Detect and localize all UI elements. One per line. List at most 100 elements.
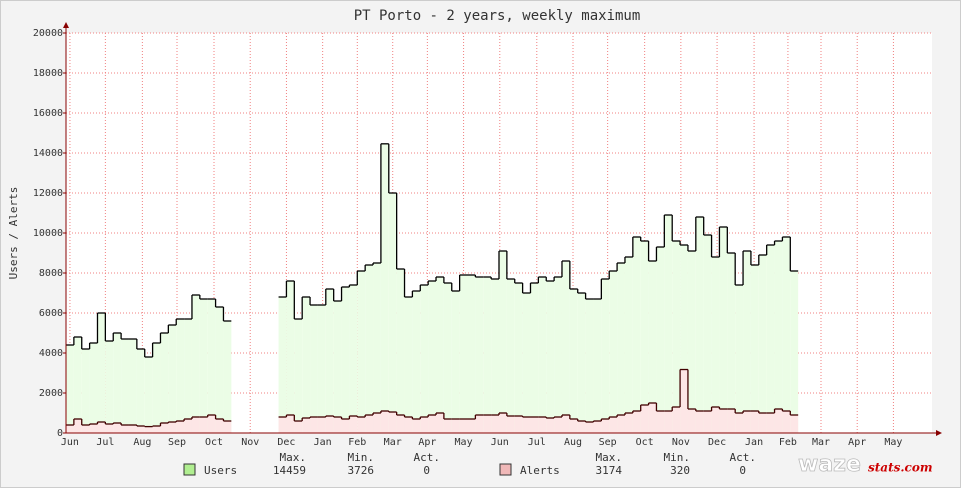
area-step — [207, 299, 216, 433]
area-step — [680, 245, 688, 433]
area-step — [680, 369, 688, 433]
area-step — [223, 321, 232, 433]
area-step — [184, 319, 192, 433]
area-step — [522, 293, 531, 433]
area-step — [294, 319, 303, 433]
area-step — [617, 415, 625, 433]
area-step — [687, 409, 696, 433]
area-step — [191, 417, 200, 433]
area-step — [514, 416, 523, 433]
area-step — [569, 289, 578, 433]
y-tick-label: 18000 — [33, 68, 63, 79]
y-tick-label: 2000 — [39, 388, 63, 399]
chart-title: PT Porto - 2 years, weekly maximum — [354, 8, 641, 24]
area-step — [81, 349, 90, 433]
area-step — [420, 417, 429, 433]
area-step — [428, 415, 437, 433]
area-step — [727, 409, 736, 433]
x-tick-label: Dec — [277, 437, 295, 448]
area-step — [97, 313, 106, 433]
area-step — [136, 426, 145, 433]
area-step — [632, 411, 641, 433]
x-tick-label: May — [455, 437, 473, 448]
area-step — [750, 411, 759, 433]
area-step — [656, 411, 665, 433]
stats-value: 0 — [739, 464, 746, 477]
y-arrow — [63, 22, 69, 28]
area-step — [113, 333, 122, 433]
area-step — [703, 235, 712, 433]
x-tick-label: Apr — [848, 437, 866, 448]
logo-main: waze — [798, 452, 861, 477]
area-step — [365, 265, 374, 433]
area-step — [333, 417, 342, 433]
area-step — [459, 275, 468, 433]
area-step — [609, 417, 618, 433]
area-step — [73, 419, 82, 433]
area-step — [624, 413, 633, 433]
area-step — [349, 416, 358, 433]
area-step — [530, 283, 539, 433]
area-step — [727, 253, 736, 433]
area-step — [554, 277, 562, 433]
marks — [66, 143, 799, 433]
area-step — [782, 237, 791, 433]
area-step — [357, 417, 366, 433]
area-step — [278, 417, 287, 433]
stats-value: 0 — [423, 464, 430, 477]
area-step — [554, 417, 562, 433]
y-tick-label: 8000 — [39, 268, 63, 279]
area-step — [546, 418, 555, 433]
area-step — [286, 415, 295, 433]
area-step — [593, 299, 602, 433]
area-step — [380, 411, 389, 433]
y-tick-label: 6000 — [39, 308, 63, 319]
area-step — [561, 261, 570, 433]
area-step — [766, 245, 775, 433]
area-step — [152, 426, 161, 433]
area-step — [530, 417, 539, 433]
area-step — [648, 261, 657, 433]
area-step — [506, 279, 515, 433]
area-step — [711, 257, 720, 433]
logo-sub: stats.com — [868, 461, 933, 475]
area-step — [499, 251, 507, 433]
area-step — [703, 411, 712, 433]
area-step — [160, 423, 169, 433]
area-step — [144, 426, 153, 433]
stats-value: 3174 — [596, 464, 623, 477]
area-step — [443, 419, 452, 433]
x-arrow — [936, 430, 942, 436]
stats-header: Act. — [730, 451, 757, 464]
x-tick-label: Jun — [61, 437, 79, 448]
stats-header: Act. — [414, 451, 441, 464]
area-step — [640, 241, 649, 433]
area-step — [428, 281, 437, 433]
area-step — [128, 339, 137, 433]
area-step — [128, 425, 137, 433]
y-tick-label: 0 — [57, 428, 63, 439]
area-step — [499, 413, 507, 433]
area-step — [483, 415, 492, 433]
area-step — [310, 417, 318, 433]
area-step — [420, 285, 429, 433]
area-step — [546, 281, 555, 433]
axes — [63, 22, 942, 436]
area-step — [782, 411, 791, 433]
area-step — [89, 424, 98, 433]
area-step — [105, 341, 114, 433]
area-step — [664, 411, 673, 433]
area-step — [601, 419, 610, 433]
area-step — [758, 255, 767, 433]
area-step — [585, 299, 594, 433]
area-step — [184, 419, 192, 433]
x-tick-label: Oct — [205, 437, 223, 448]
area-step — [412, 291, 421, 433]
area-step — [695, 411, 704, 433]
area-step — [160, 333, 169, 433]
area-step — [73, 337, 82, 433]
area-step — [168, 422, 177, 433]
area-step — [341, 419, 350, 433]
area-step — [743, 411, 751, 433]
area-step — [577, 293, 586, 433]
